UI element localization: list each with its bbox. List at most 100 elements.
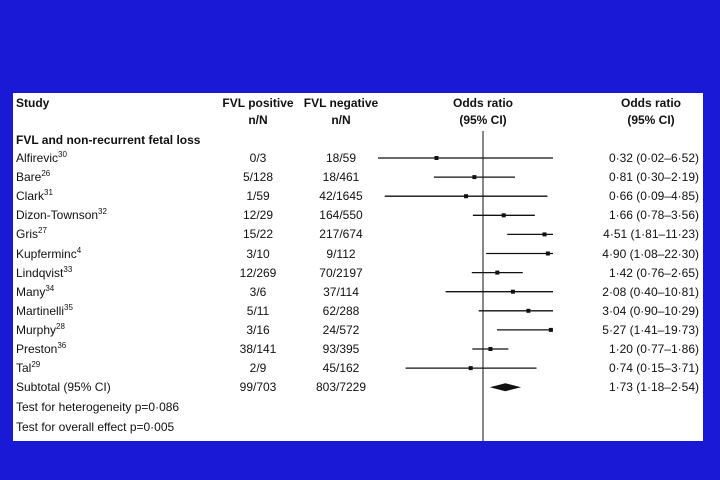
point-estimate	[434, 156, 439, 160]
header-fvl-positive: FVL positive	[222, 96, 294, 110]
study-name-text: Bare	[16, 170, 42, 185]
study-reference: 27	[38, 226, 47, 236]
fvl-negative-count: 45/162	[322, 361, 360, 376]
fvl-positive-count: 3/10	[246, 246, 270, 261]
odds-ratio-ci-text: 1·66 (0·78–3·56)	[608, 208, 699, 223]
header-odds-ratio-text: Odds ratio	[620, 96, 681, 110]
fvl-positive-count: 38/141	[239, 342, 277, 356]
subtotal-ci-text: 1·73 (1·18–2·54)	[608, 380, 699, 395]
odds-ratio-ci-text: 0·32 (0·02–6·52)	[608, 151, 699, 165]
point-estimate	[472, 175, 477, 180]
odds-ratio-ci-text: 1·20 (0·77–1·86)	[608, 342, 699, 356]
study-name-text: Murphy	[16, 322, 57, 337]
fvl-positive-count: 5/128	[242, 170, 274, 185]
study-reference: 33	[63, 264, 73, 274]
fvl-positive-count: 2/9	[249, 361, 267, 376]
fvl-negative-count: 18/59	[325, 151, 357, 165]
study-name: Dizon-Townson32	[16, 207, 107, 223]
study-name: Murphy28	[16, 321, 65, 337]
study-name: Many34	[16, 283, 55, 299]
study-name-text: Martinelli	[16, 303, 65, 318]
odds-ratio-ci-text: 4·90 (1·08–22·30)	[602, 246, 699, 261]
point-estimate	[488, 347, 493, 351]
fvl-negative-count: 164/550	[319, 208, 363, 223]
odds-ratio-ci-text: 4·51 (1·81–11·23)	[603, 227, 699, 242]
header-fvl-positive-nn: n/N	[248, 113, 268, 127]
point-estimate	[464, 194, 469, 199]
study-name-text: Gris	[16, 227, 38, 242]
subtotal-diamond	[489, 383, 522, 392]
fvl-negative-count: 62/288	[322, 303, 360, 318]
header-study: Study	[16, 96, 50, 110]
odds-ratio-ci-text: 0·66 (0·09–4·85)	[608, 189, 699, 204]
odds-ratio-ci-text: 2·08 (0·40–10·81)	[602, 284, 699, 299]
heterogeneity-test: Test for heterogeneity p=0·086	[16, 400, 180, 414]
study-reference: 26	[41, 169, 51, 179]
study-name: Martinelli35	[16, 302, 73, 318]
study-reference: 32	[98, 207, 107, 217]
fvl-positive-count: 5/11	[246, 303, 270, 318]
fvl-negative-count: 42/1645	[319, 189, 363, 204]
study-reference: 36	[57, 341, 67, 350]
fvl-positive-count: 3/6	[249, 284, 267, 299]
forest-plot-panel: Study FVL positive n/N FVL negative n/N …	[13, 93, 703, 441]
section-title: FVL and non-recurrent fetal loss	[16, 133, 201, 147]
study-name: Gris27	[16, 226, 47, 242]
point-estimate	[548, 327, 553, 332]
fvl-positive-count: 12/269	[239, 265, 277, 280]
study-name-text: Preston	[16, 342, 58, 356]
fvl-negative-count: 70/2197	[319, 265, 363, 280]
study-name: Bare26	[16, 169, 51, 185]
study-name-text: Clark	[16, 189, 45, 204]
study-name-text: Kupferminc	[16, 246, 77, 261]
header-ci-plot: (95% CI)	[459, 113, 507, 127]
study-reference: 28	[56, 321, 65, 331]
study-name: Preston36	[16, 341, 67, 357]
study-reference: 30	[58, 150, 67, 159]
study-name-text: Dizon-Townson	[16, 208, 99, 223]
study-name-text: Alfirevic	[16, 151, 59, 165]
point-estimate	[495, 270, 500, 275]
study-name: Clark31	[16, 188, 53, 204]
study-name: Lindqvist33	[16, 264, 73, 280]
fvl-positive-count: 12/29	[242, 208, 274, 223]
fvl-negative-count: 93/395	[322, 342, 360, 356]
point-estimate	[526, 308, 531, 313]
study-name: Kupferminc4	[16, 245, 82, 261]
fvl-positive-count: 0/3	[249, 151, 267, 165]
point-estimate	[542, 232, 547, 237]
header-fvl-negative: FVL negative	[303, 96, 379, 110]
study-name: Tal29	[16, 360, 41, 376]
fvl-negative-count: 9/112	[326, 246, 356, 261]
odds-ratio-ci-text: 0·74 (0·15–3·71)	[608, 361, 699, 376]
fvl-positive-count: 15/22	[242, 227, 274, 242]
point-estimate	[545, 251, 550, 256]
study-reference: 29	[31, 360, 41, 370]
odds-ratio-ci-text: 3·04 (0·90–10·29)	[602, 303, 699, 318]
study-name-text: Many	[16, 284, 46, 299]
fvl-negative-count: 18/461	[322, 170, 360, 185]
study-name-text: Lindqvist	[16, 265, 64, 280]
study-reference: 35	[64, 302, 73, 312]
fvl-negative-count: 37/114	[323, 284, 359, 299]
study-reference: 31	[44, 188, 53, 198]
header-odds-ratio-plot: Odds ratio	[452, 96, 513, 110]
study-name-text: Tal	[16, 361, 32, 376]
fvl-positive-count: 1/59	[246, 189, 270, 204]
odds-ratio-ci-text: 1·42 (0·76–2·65)	[608, 265, 699, 280]
fvl-negative-count: 217/674	[319, 227, 363, 242]
study-reference: 4	[76, 245, 82, 255]
fvl-positive-count: 3/16	[246, 322, 270, 337]
header-fvl-negative-nn: n/N	[331, 113, 351, 127]
point-estimate	[468, 366, 473, 371]
header-ci-text: (95% CI)	[627, 113, 675, 127]
subtotal-label: Subtotal (95% CI)	[16, 380, 111, 395]
point-estimate	[501, 213, 506, 218]
study-reference: 34	[45, 283, 55, 293]
odds-ratio-ci-text: 0·81 (0·30–2·19)	[608, 170, 699, 185]
forest-plot	[378, 131, 553, 441]
point-estimate	[510, 289, 515, 294]
fvl-negative-count: 24/572	[322, 322, 360, 337]
study-name: Alfirevic30	[16, 150, 67, 166]
subtotal-fvl-negative: 803/7229	[315, 380, 367, 395]
